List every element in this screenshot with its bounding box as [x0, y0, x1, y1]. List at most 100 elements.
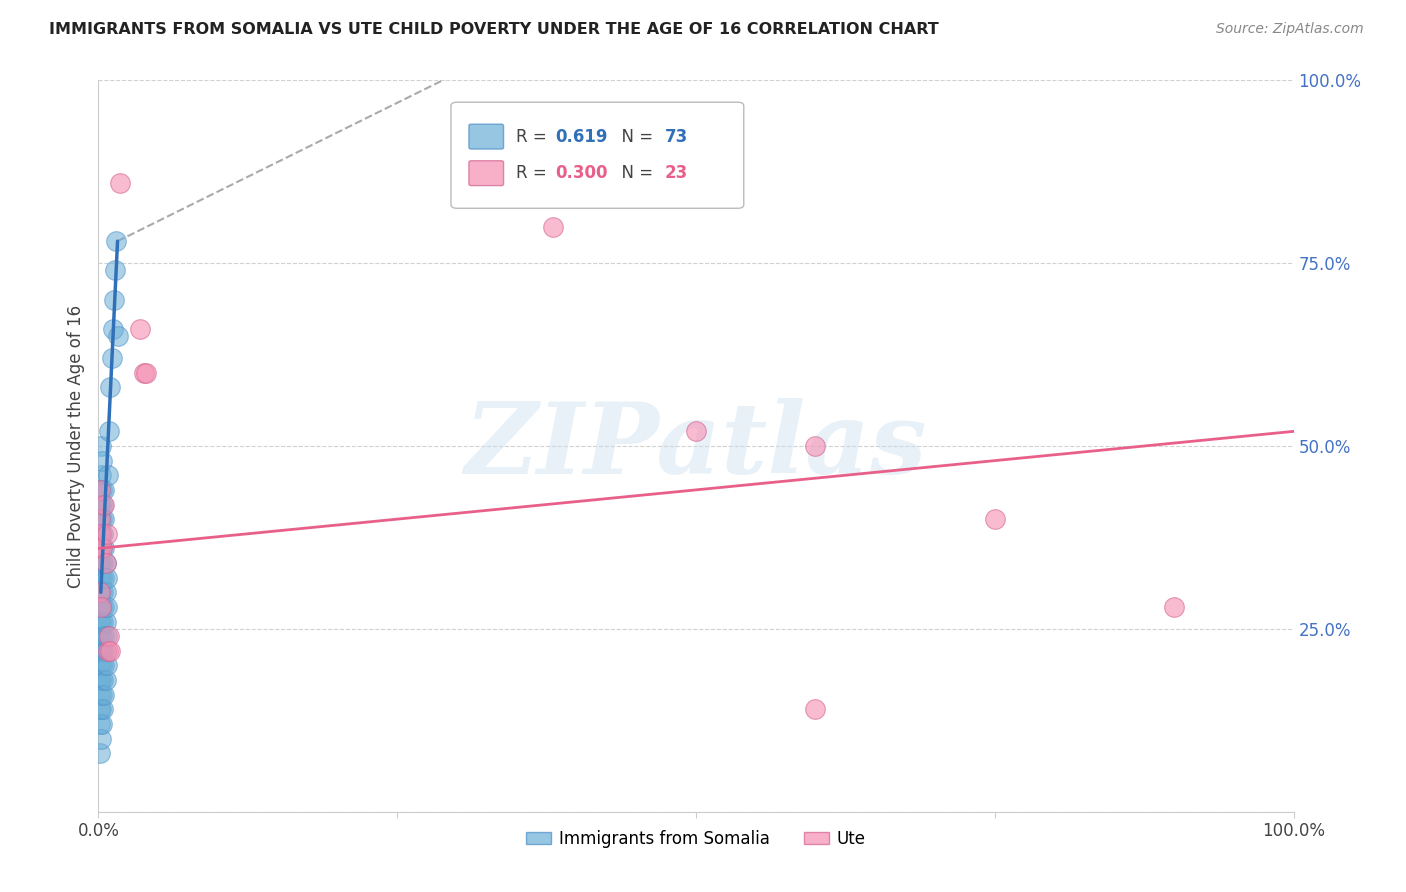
Point	[89, 644, 111, 658]
Point	[89, 483, 111, 497]
Point	[97, 468, 120, 483]
Point	[91, 629, 114, 643]
Point	[93, 541, 115, 556]
Point	[90, 644, 112, 658]
Point	[93, 629, 115, 643]
Point	[89, 673, 111, 687]
Point	[103, 293, 125, 307]
Text: R =: R =	[516, 128, 551, 145]
Point	[89, 526, 111, 541]
Point	[89, 556, 111, 570]
Point	[1163, 599, 1185, 614]
Point	[98, 380, 122, 394]
Text: 0.300: 0.300	[555, 164, 607, 182]
Point	[91, 599, 114, 614]
FancyBboxPatch shape	[470, 161, 503, 186]
Point	[132, 366, 155, 380]
Point	[89, 571, 111, 585]
Point	[90, 673, 112, 687]
Point	[91, 571, 114, 585]
Point	[89, 541, 111, 556]
Point	[104, 263, 127, 277]
Point	[94, 615, 117, 629]
Point	[89, 541, 111, 556]
Point	[89, 512, 111, 526]
Point	[96, 629, 118, 643]
Point	[94, 556, 117, 570]
Point	[90, 702, 112, 716]
Point	[135, 366, 157, 380]
Point	[90, 556, 112, 570]
Point	[100, 351, 122, 366]
Point	[98, 644, 122, 658]
Point	[91, 541, 114, 556]
Point	[91, 702, 114, 716]
Text: Source: ZipAtlas.com: Source: ZipAtlas.com	[1216, 22, 1364, 37]
Point	[804, 439, 827, 453]
Point	[89, 658, 111, 673]
Point	[90, 526, 112, 541]
Point	[91, 541, 114, 556]
Text: 0.619: 0.619	[555, 128, 607, 145]
Point	[91, 644, 114, 658]
Point	[91, 556, 114, 570]
Point	[89, 746, 111, 760]
Point	[96, 599, 118, 614]
Point	[90, 526, 112, 541]
Point	[89, 512, 111, 526]
Text: 73: 73	[665, 128, 688, 145]
Point	[89, 585, 111, 599]
Point	[129, 322, 152, 336]
Point	[91, 688, 114, 702]
Point	[98, 425, 121, 439]
Point	[91, 512, 114, 526]
Point	[90, 731, 112, 746]
Legend: Immigrants from Somalia, Ute: Immigrants from Somalia, Ute	[519, 823, 873, 855]
Point	[685, 425, 707, 439]
Point	[94, 644, 117, 658]
Point	[90, 468, 112, 483]
Point	[96, 658, 118, 673]
Point	[91, 498, 114, 512]
Point	[89, 688, 111, 702]
Point	[804, 702, 827, 716]
Text: ZIPatlas: ZIPatlas	[465, 398, 927, 494]
Point	[89, 717, 111, 731]
Point	[96, 571, 118, 585]
Point	[91, 615, 114, 629]
Point	[90, 498, 112, 512]
FancyBboxPatch shape	[470, 124, 503, 149]
Point	[93, 599, 115, 614]
Text: R =: R =	[516, 164, 551, 182]
Point	[94, 585, 117, 599]
Point	[90, 439, 112, 453]
Point	[98, 629, 121, 643]
Point	[89, 599, 111, 614]
Point	[89, 585, 111, 599]
Point	[91, 673, 114, 687]
Point	[984, 512, 1007, 526]
Point	[93, 498, 115, 512]
Point	[90, 599, 112, 614]
Point	[94, 556, 117, 570]
Point	[96, 526, 118, 541]
Point	[93, 512, 115, 526]
Point	[108, 176, 131, 190]
Text: N =: N =	[612, 128, 658, 145]
Point	[93, 688, 115, 702]
Point	[541, 219, 564, 234]
Point	[89, 629, 111, 643]
Point	[89, 498, 111, 512]
Point	[93, 571, 115, 585]
Point	[91, 483, 114, 497]
Y-axis label: Child Poverty Under the Age of 16: Child Poverty Under the Age of 16	[66, 304, 84, 588]
Point	[105, 234, 128, 248]
Point	[94, 673, 117, 687]
Point	[91, 453, 114, 467]
Point	[91, 717, 114, 731]
Text: IMMIGRANTS FROM SOMALIA VS UTE CHILD POVERTY UNDER THE AGE OF 16 CORRELATION CHA: IMMIGRANTS FROM SOMALIA VS UTE CHILD POV…	[49, 22, 939, 37]
Point	[93, 483, 115, 497]
FancyBboxPatch shape	[451, 103, 744, 209]
Point	[107, 329, 129, 343]
Point	[89, 483, 111, 497]
